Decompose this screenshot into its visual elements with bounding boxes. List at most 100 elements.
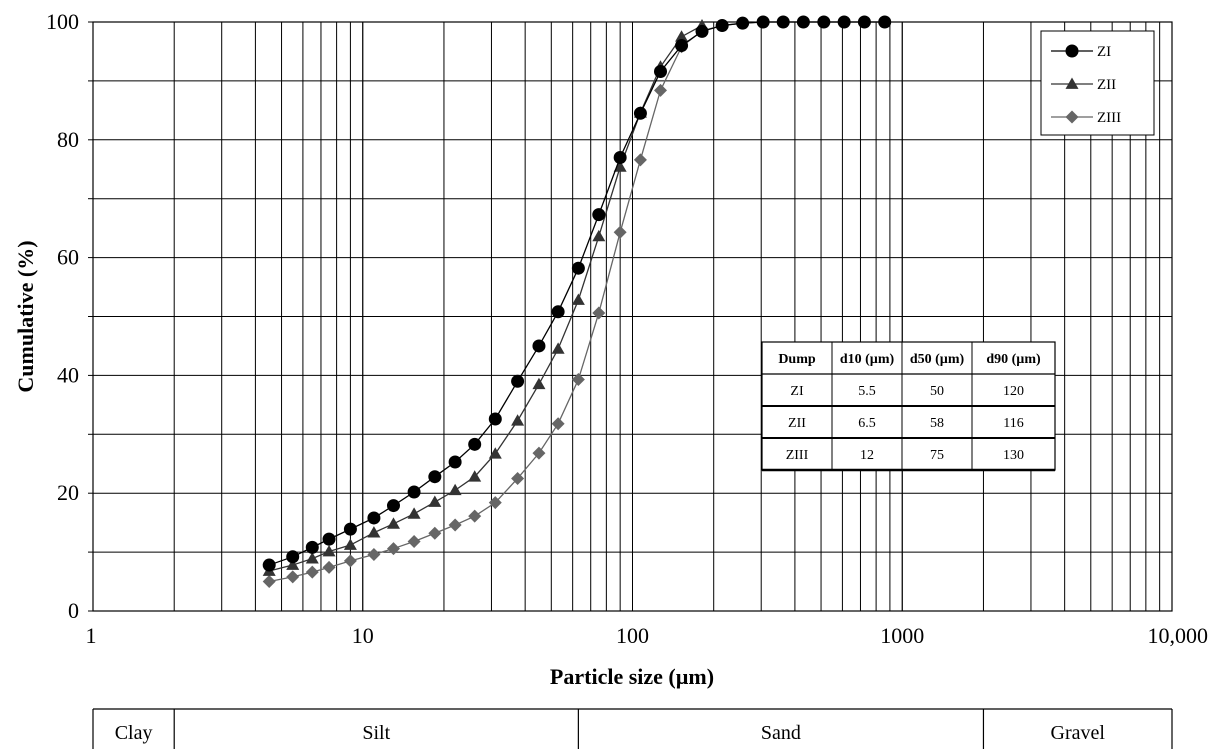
data-point-zi bbox=[776, 15, 790, 29]
data-point-ziii bbox=[262, 575, 276, 589]
legend: ZI ZII ZIII bbox=[1040, 30, 1155, 136]
size-class-label: Gravel bbox=[1051, 722, 1106, 744]
data-point-zii bbox=[511, 414, 525, 426]
series bbox=[262, 15, 892, 589]
x-tick-label: 1000 bbox=[880, 623, 924, 648]
legend-label: ZI bbox=[1097, 44, 1111, 60]
data-point-ziii bbox=[511, 471, 525, 485]
table-cell: 116 bbox=[1003, 416, 1023, 431]
data-point-zii bbox=[488, 447, 502, 459]
x-tick-label: 10,000 bbox=[1148, 623, 1209, 648]
data-point-zii bbox=[448, 483, 462, 496]
data-point-zi bbox=[695, 24, 709, 38]
table-cell: 12 bbox=[860, 448, 874, 463]
table-cell: ZIII bbox=[786, 448, 809, 463]
table-cell: ZII bbox=[788, 416, 806, 431]
data-point-zii bbox=[286, 558, 300, 570]
data-point-zi bbox=[592, 208, 606, 222]
data-point-ziii bbox=[448, 518, 462, 532]
size-class-bar: Clay Silt Sand Gravel bbox=[92, 708, 1173, 749]
data-point-zi bbox=[386, 499, 400, 513]
data-point-zi bbox=[367, 511, 381, 525]
data-point-ziii bbox=[286, 570, 300, 584]
data-point-zii bbox=[551, 342, 565, 354]
data-point-ziii bbox=[532, 446, 546, 460]
data-point-zii bbox=[367, 526, 381, 538]
data-point-zii bbox=[592, 229, 606, 242]
data-point-zi bbox=[262, 558, 276, 572]
data-point-zi bbox=[511, 374, 525, 388]
data-point-zi bbox=[817, 15, 831, 29]
data-point-ziii bbox=[428, 526, 442, 540]
data-point-zi bbox=[837, 15, 851, 29]
data-point-zii bbox=[532, 377, 546, 390]
size-class-label: Clay bbox=[115, 722, 153, 744]
grid bbox=[88, 21, 1172, 612]
data-point-ziii bbox=[488, 496, 502, 510]
data-point-zi bbox=[551, 305, 565, 319]
legend-marker bbox=[1065, 77, 1079, 89]
legend-label: ZIII bbox=[1097, 110, 1121, 126]
data-point-zi bbox=[878, 15, 892, 29]
data-point-ziii bbox=[551, 417, 565, 431]
y-tick-labels: 0 20 40 60 80 100 bbox=[46, 9, 79, 623]
data-point-ziii bbox=[322, 560, 336, 574]
y-tick-label: 60 bbox=[57, 245, 79, 270]
data-point-zi bbox=[796, 15, 810, 29]
data-point-ziii bbox=[654, 83, 668, 97]
data-point-zi bbox=[613, 150, 627, 164]
table-cell: 50 bbox=[930, 384, 944, 399]
data-point-zii bbox=[322, 545, 336, 557]
y-tick-label: 40 bbox=[57, 362, 79, 387]
data-point-zi bbox=[448, 455, 462, 469]
data-point-ziii bbox=[305, 565, 319, 579]
data-point-zii bbox=[407, 507, 421, 519]
data-point-ziii bbox=[571, 373, 585, 387]
data-point-zi bbox=[428, 470, 442, 484]
x-axis-title: Particle size (µm) bbox=[550, 664, 714, 689]
data-point-zi bbox=[305, 540, 319, 554]
data-point-zi bbox=[675, 39, 689, 53]
x-tick-label: 1 bbox=[86, 623, 97, 648]
legend-marker bbox=[1065, 44, 1079, 58]
data-point-ziii bbox=[633, 153, 647, 167]
table-header-cell: d50 (µm) bbox=[910, 352, 965, 367]
table-cell: 75 bbox=[930, 448, 944, 463]
data-point-zi bbox=[654, 64, 668, 78]
data-point-zii bbox=[613, 160, 627, 172]
x-tick-label: 100 bbox=[616, 623, 649, 648]
data-point-zi bbox=[756, 15, 770, 29]
data-point-ziii bbox=[367, 547, 381, 561]
data-point-zi bbox=[468, 437, 482, 451]
data-point-zii bbox=[305, 552, 319, 564]
data-point-zi bbox=[286, 550, 300, 564]
table-header-cell: Dump bbox=[778, 352, 816, 367]
data-point-zi bbox=[715, 19, 729, 33]
data-point-zii bbox=[468, 470, 482, 482]
legend-marker bbox=[1065, 110, 1079, 124]
table-cell: ZI bbox=[790, 384, 804, 399]
data-point-ziii bbox=[343, 554, 357, 568]
data-point-zii bbox=[428, 495, 442, 507]
data-point-zi bbox=[857, 15, 871, 29]
y-tick-label: 20 bbox=[57, 480, 79, 505]
grain-size-table: Dump d10 (µm) d50 (µm) d90 (µm) ZI 5.5 50 120 ZI… bbox=[761, 341, 1056, 472]
data-point-zi bbox=[407, 485, 421, 499]
size-class-label: Sand bbox=[761, 722, 801, 744]
table-header-cell: d10 (µm) bbox=[840, 352, 895, 367]
data-point-zii bbox=[343, 538, 357, 550]
table-cell: 120 bbox=[1003, 384, 1024, 399]
data-point-zi bbox=[488, 412, 502, 426]
y-tick-label: 100 bbox=[46, 9, 79, 34]
data-point-zi bbox=[571, 261, 585, 275]
series-line-zii bbox=[269, 24, 703, 572]
data-point-zii bbox=[675, 30, 689, 42]
data-point-zii bbox=[386, 517, 400, 529]
data-point-zi bbox=[343, 522, 357, 536]
table-cell: 58 bbox=[930, 416, 944, 431]
table-cell: 130 bbox=[1003, 448, 1024, 463]
table-cell: 6.5 bbox=[858, 416, 876, 431]
x-tick-label: 10 bbox=[352, 623, 374, 648]
series-zii bbox=[262, 19, 709, 576]
